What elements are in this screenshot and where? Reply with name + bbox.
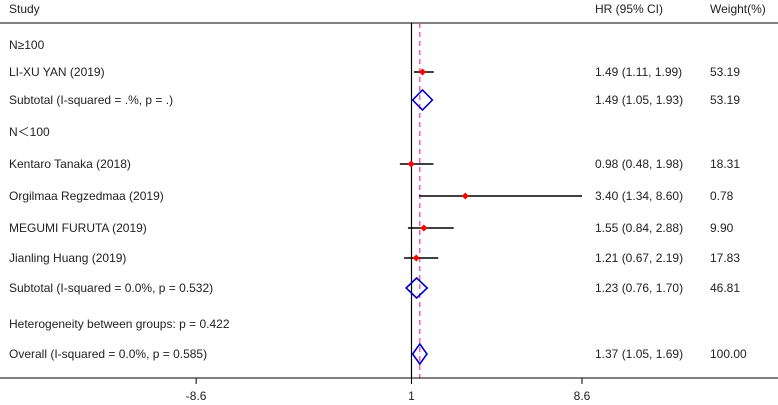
plot-layer — [399, 23, 582, 378]
x-tick-label: 1 — [408, 389, 415, 403]
row-estimate: 1.49 (1.11, 1.99) — [595, 65, 682, 79]
row-estimate: 3.40 (1.34, 8.60) — [595, 189, 683, 203]
row-weight: 53.19 — [710, 65, 740, 79]
header-weight: Weight(%) — [710, 2, 766, 16]
row-weight: 0.78 — [710, 189, 734, 203]
row-label: Kentaro Tanaka (2018) — [9, 157, 131, 171]
overall-diamond — [411, 342, 428, 366]
row-label: Orgilmaa Regzedmaa (2019) — [9, 189, 164, 203]
subtotal-diamond — [411, 88, 434, 112]
row-estimate: 0.98 (0.48, 1.98) — [595, 157, 683, 171]
row-weight: 9.90 — [710, 221, 734, 235]
row-label: N≥100 — [9, 38, 45, 52]
point-estimate — [461, 192, 469, 200]
subtotal-diamond — [404, 276, 429, 300]
row-label: Overall (I-squared = 0.0%, p = 0.585) — [9, 347, 207, 361]
row-estimate: 1.21 (0.67, 2.19) — [595, 251, 683, 265]
row-weight: 53.19 — [710, 93, 740, 107]
point-estimate — [420, 224, 428, 232]
row-weight: 46.81 — [710, 281, 740, 295]
row-weight: 100.00 — [710, 347, 747, 361]
x-tick-label: 8.6 — [574, 389, 591, 403]
header-estimate: HR (95% CI) — [595, 2, 663, 16]
header-study: Study — [9, 2, 40, 16]
row-label: LI-XU YAN (2019) — [9, 65, 105, 79]
row-label: Subtotal (I-squared = 0.0%, p = 0.532) — [9, 281, 213, 295]
x-tick-label: -8.6 — [186, 389, 207, 403]
row-label: Jianling Huang (2019) — [9, 251, 126, 265]
point-estimate — [412, 254, 420, 262]
row-label: Subtotal (I-squared = .%, p = .) — [9, 93, 173, 107]
row-weight: 17.83 — [710, 251, 740, 265]
x-axis: -8.6 1 8.6 — [0, 377, 778, 403]
point-estimate — [418, 68, 426, 76]
row-label: N＜100 — [9, 125, 50, 139]
row-estimate: 1.49 (1.05, 1.93) — [595, 93, 683, 107]
row-label: Heterogeneity between groups: p = 0.422 — [9, 317, 230, 331]
row-estimate: 1.37 (1.05, 1.69) — [595, 347, 683, 361]
row-estimate: 1.55 (0.84, 2.88) — [595, 221, 683, 235]
row-label: MEGUMI FURUTA (2019) — [9, 221, 147, 235]
row-estimate: 1.23 (0.76, 1.70) — [595, 281, 683, 295]
rows-layer: N≥100 LI-XU YAN (2019) 1.49 (1.11, 1.99) 53… — [9, 38, 747, 361]
row-weight: 18.31 — [710, 157, 740, 171]
point-estimate — [407, 160, 415, 168]
